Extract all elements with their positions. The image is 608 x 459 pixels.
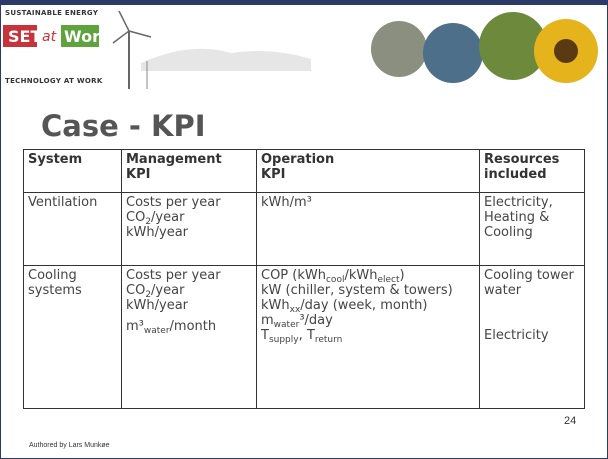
header-text: Operation	[261, 152, 475, 167]
header-text: Management	[126, 152, 252, 167]
page-number: 24	[564, 415, 576, 427]
cell-text: )	[400, 268, 405, 283]
cell-line: CO2/year	[126, 283, 252, 298]
slide-title: Case - KPI	[41, 109, 206, 143]
cell-line: Ventilation	[28, 195, 117, 210]
cell-line: Cooling tower water	[484, 268, 580, 298]
cell-text: /year	[151, 283, 184, 298]
cell-text: Cooling systems	[28, 268, 82, 298]
subscript: water	[144, 326, 170, 336]
tagline: TECHNOLOGY AT WORK	[5, 77, 103, 85]
header-text: included	[484, 167, 580, 182]
cell-text: Electricity	[484, 328, 549, 343]
cell-line: Electricity	[484, 328, 580, 343]
cell-text: /month	[170, 319, 217, 334]
subscript: return	[315, 335, 343, 345]
cell-line: Cooling systems	[28, 268, 117, 298]
cell-text: CO	[126, 283, 145, 298]
table-cell: Cooling tower water Electricity	[480, 266, 585, 409]
table-cell: kWh/m³	[257, 193, 480, 266]
subscript: supply	[269, 335, 299, 345]
logo-text: at	[42, 29, 56, 45]
cell-line: mwater³/day	[261, 313, 475, 328]
cell-line: CO2/year	[126, 210, 252, 225]
cell-text: ³/day	[299, 313, 333, 328]
cell-text: Ventilation	[28, 195, 97, 210]
cell-line: Costs per year	[126, 195, 252, 210]
banner: SUSTAINABLE ENERGY SET at Work TECHNOLOG…	[1, 1, 607, 93]
table-cell: Electricity, Heating & Cooling	[480, 193, 585, 266]
header-cell: System	[24, 150, 122, 193]
cell-text: kWh/year	[126, 298, 188, 313]
cell-line: m³water/month	[126, 319, 252, 334]
cell-text: m	[261, 313, 274, 328]
cell-line: kWh/year	[126, 298, 252, 313]
author: Authored by Lars Munkøe	[29, 442, 110, 449]
cell-text: Costs per year	[126, 268, 221, 283]
cell-text: Electricity, Heating & Cooling	[484, 195, 553, 240]
table-cell: Cooling systems	[24, 266, 122, 409]
cell-line: Costs per year	[126, 268, 252, 283]
cell-line: kWh/year	[126, 225, 252, 240]
cell-line: kWh/m³	[261, 195, 475, 210]
cell-text: CO	[126, 210, 145, 225]
tagline: SUSTAINABLE ENERGY	[5, 9, 98, 17]
cell-line: Tsupply, Treturn	[261, 328, 475, 343]
header-text: System	[28, 152, 117, 167]
cell-line: kW (chiller, system & towers)	[261, 283, 475, 298]
header-text: Resources	[484, 152, 580, 167]
cell-line: COP (kWhcool/kWhelect)	[261, 268, 475, 283]
header-text: KPI	[261, 167, 475, 182]
cell-text: Costs per year	[126, 195, 221, 210]
cell-line: kWhxx/day (week, month)	[261, 298, 475, 313]
logo-text: Work	[64, 27, 111, 46]
cell-text: COP (kWh	[261, 268, 326, 283]
table-cell: Ventilation	[24, 193, 122, 266]
cell-text: /kWh	[344, 268, 377, 283]
cell-text: kWh/year	[126, 225, 188, 240]
header-text: KPI	[126, 167, 252, 182]
logo-text: SET	[8, 27, 41, 46]
cell-text: , T	[299, 328, 315, 343]
cell-line: Electricity, Heating & Cooling	[484, 195, 580, 240]
cell-text: /day (week, month)	[300, 298, 427, 313]
cell-text: kWh/m³	[261, 195, 312, 210]
cell-text: kW (chiller, system & towers)	[261, 283, 453, 298]
slide: SUSTAINABLE ENERGY SET at Work TECHNOLOG…	[0, 0, 608, 459]
cell-text: /year	[151, 210, 184, 225]
cell-text: kWh	[261, 298, 290, 313]
cell-text: Cooling tower water	[484, 268, 574, 298]
cell-text: T	[261, 328, 269, 343]
table-cell: COP (kWhcool/kWhelect)kW (chiller, syste…	[257, 266, 480, 409]
cell-text: m³	[126, 319, 144, 334]
